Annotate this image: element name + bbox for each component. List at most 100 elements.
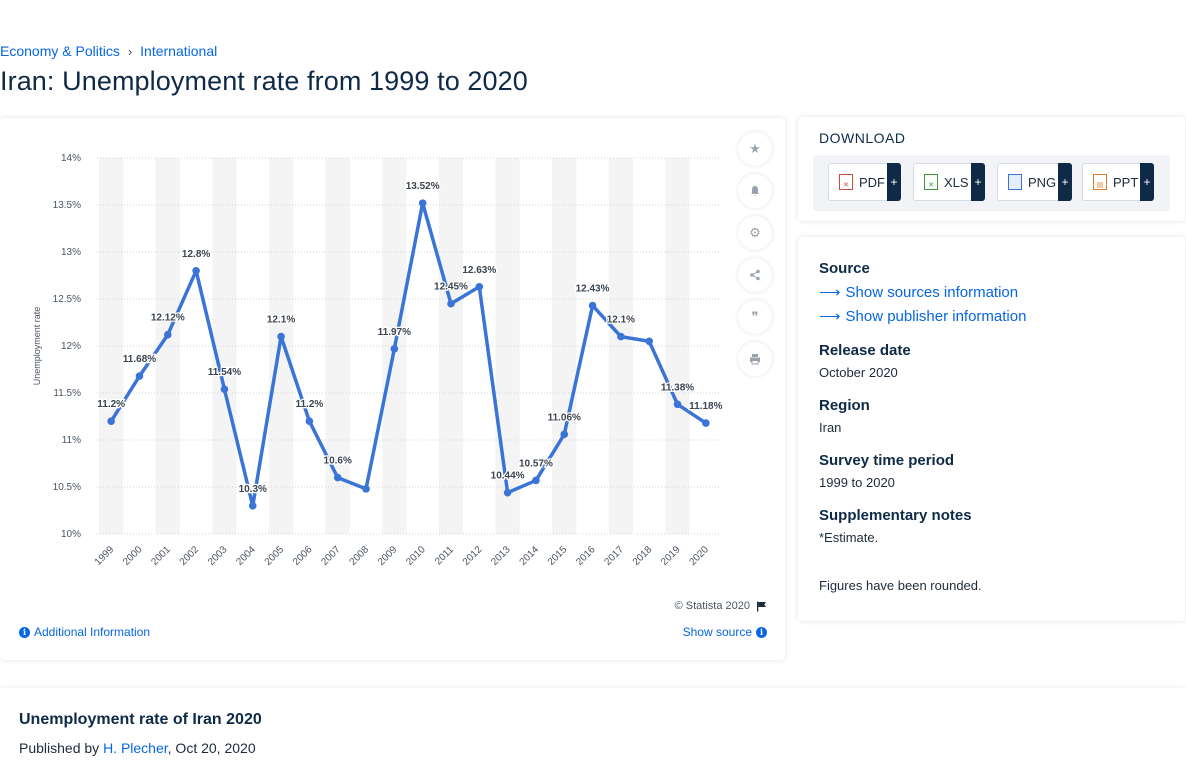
survey-period-section: Survey time period 1999 to 2020 (819, 452, 1169, 490)
x-tick-label: 2000 (121, 544, 145, 568)
x-tick-label: 2004 (234, 544, 258, 568)
x-tick-label: 2011 (433, 544, 456, 567)
statistic-details-panel: Source ⟶ Show sources information ⟶ Show… (798, 237, 1185, 621)
pdf-label: PDF (859, 174, 885, 190)
y-tick-label: 14% (61, 153, 81, 164)
supplementary-notes-section: Supplementary notes *Estimate. Figures h… (819, 507, 1169, 593)
published-by-label: Published by (19, 740, 104, 756)
x-tick-label: 2020 (687, 544, 711, 568)
download-xls-button[interactable]: ✕ XLS + (913, 163, 985, 201)
publish-date: , Oct 20, 2020 (167, 740, 256, 756)
notification-bell-icon[interactable] (738, 174, 772, 208)
x-tick-label: 2005 (263, 544, 287, 568)
data-label: 10.57% (519, 458, 553, 469)
data-label: 12.8% (182, 249, 210, 260)
show-publisher-link[interactable]: ⟶ Show publisher information (819, 307, 1169, 326)
data-point (617, 332, 625, 341)
data-label: 12.1% (607, 315, 635, 326)
breadcrumb: Economy & Politics › International (0, 43, 217, 59)
download-png-button[interactable]: PNG + (997, 163, 1072, 201)
flag-icon[interactable] (756, 601, 767, 612)
download-ppt-button[interactable]: ▤ PPT + (1082, 163, 1154, 201)
data-point (248, 502, 257, 510)
png-plus-icon: + (1058, 163, 1072, 201)
y-tick-label: 13% (61, 247, 81, 258)
survey-period-label: Survey time period (819, 452, 955, 469)
favorite-star-icon[interactable]: ★ (738, 132, 772, 166)
xls-plus-icon: + (971, 163, 985, 201)
x-tick-label: 2014 (518, 544, 542, 568)
data-label: 11.38% (661, 382, 694, 393)
y-tick-label: 12% (61, 341, 81, 352)
x-tick-label: 2009 (376, 544, 400, 568)
chart-card: 10% 10.5% 11% 11.5% 12% 12.5% 13% 13.5% 14% Unemp… (0, 118, 785, 660)
show-source-label: Show source (682, 625, 752, 639)
png-file-icon (1008, 174, 1022, 190)
data-label: 11.2% (295, 399, 323, 410)
print-icon[interactable] (738, 342, 772, 376)
data-point (702, 419, 710, 427)
data-label: 11.06% (548, 412, 581, 423)
breadcrumb-separator: › (127, 43, 133, 59)
xls-file-icon: ✕ (924, 174, 938, 190)
source-label: Source (819, 260, 870, 277)
region-section: Region Iran (819, 397, 1169, 435)
x-tick-label: 2008 (348, 544, 372, 568)
x-tick-label: 2007 (319, 544, 343, 568)
show-source-link[interactable]: Show source i (683, 625, 767, 639)
y-tick-label: 10.5% (53, 482, 81, 493)
x-tick-label: 2010 (404, 544, 428, 568)
data-label: 12.1% (267, 315, 295, 326)
data-label: 12.45% (434, 282, 468, 293)
xls-label: XLS (944, 174, 969, 190)
supplementary-notes-label: Supplementary notes (819, 507, 972, 524)
breadcrumb-economy-politics[interactable]: Economy & Politics (0, 43, 120, 59)
release-date-label: Release date (819, 342, 911, 359)
data-point (333, 473, 342, 482)
region-label: Region (819, 397, 870, 414)
x-tick-label: 2016 (574, 544, 598, 568)
data-point (192, 267, 200, 275)
x-tick-label: 2019 (659, 544, 683, 568)
additional-information-link[interactable]: i Additional Information (19, 625, 150, 639)
x-tick-label: 2018 (631, 544, 655, 568)
data-point (277, 332, 285, 341)
citation-quote-icon[interactable]: ❞ (738, 300, 772, 334)
data-point (418, 199, 427, 207)
download-buttons: ✕ PDF + ✕ XLS + PNG + ▤ PPT + (813, 155, 1170, 211)
data-label: 10.6% (324, 456, 352, 467)
data-point (107, 417, 115, 426)
data-point (645, 337, 654, 346)
author-link[interactable]: H. Plecher (103, 740, 168, 756)
y-tick-label: 11% (62, 435, 81, 446)
y-tick-label: 13.5% (53, 200, 81, 211)
ppt-file-icon: ▤ (1093, 174, 1107, 190)
data-label: 13.52% (406, 181, 440, 192)
line-chart: 10% 10.5% 11% 11.5% 12% 12.5% 13% 13.5% 14% Unemp… (32, 153, 724, 568)
data-label: 10.44% (491, 471, 525, 482)
data-label: 12.12% (151, 313, 185, 324)
y-tick-label: 12.5% (53, 294, 81, 305)
x-tick-label: 2001 (149, 544, 173, 568)
info-icon: i (756, 626, 767, 638)
show-publisher-label: Show publisher information (845, 307, 1027, 325)
y-tick-label: 10% (61, 529, 81, 540)
column-band (665, 158, 690, 534)
page-title: Iran: Unemployment rate from 1999 to 202… (0, 66, 528, 96)
pdf-plus-icon: + (887, 163, 901, 201)
column-band (608, 158, 634, 534)
png-label: PNG (1028, 174, 1057, 190)
show-sources-link[interactable]: ⟶ Show sources information (819, 283, 1169, 302)
copyright-text: © Statista 2020 (674, 600, 750, 612)
breadcrumb-international[interactable]: International (140, 43, 218, 59)
column-band (99, 158, 124, 534)
x-tick-label: 1999 (93, 544, 117, 568)
x-tick-label: 2017 (602, 544, 626, 568)
settings-gear-icon[interactable]: ⚙ (738, 216, 772, 250)
data-point (305, 417, 314, 426)
share-icon[interactable] (738, 258, 772, 292)
region-value: Iran (819, 420, 842, 435)
article-title: Unemployment rate of Iran 2020 (19, 711, 262, 728)
survey-period-value: 1999 to 2020 (819, 475, 895, 490)
download-pdf-button[interactable]: ✕ PDF + (828, 163, 901, 201)
